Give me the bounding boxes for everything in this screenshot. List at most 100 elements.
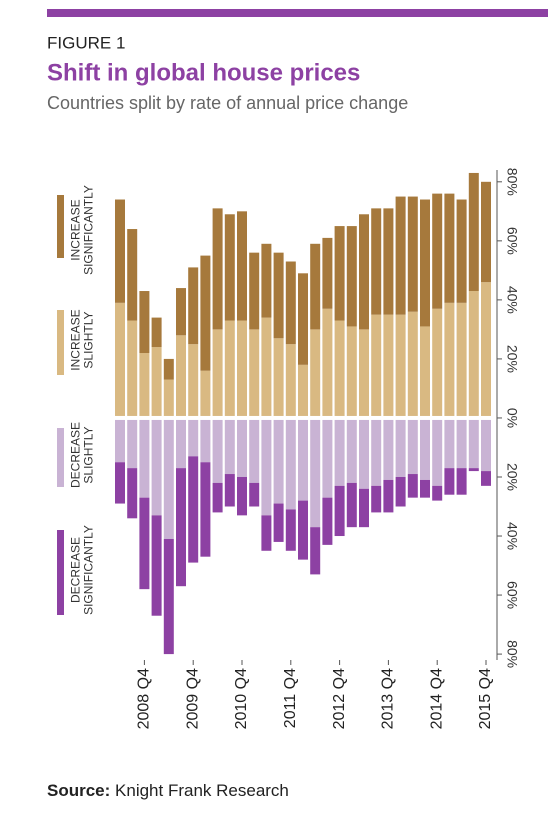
y-tick-label: 0% [504, 408, 520, 428]
bar-segment [139, 497, 150, 590]
bar-segment [395, 419, 406, 477]
bar-segment [200, 419, 211, 463]
bar-segment [481, 419, 491, 472]
bar-segment [115, 419, 125, 463]
bar-segment [261, 515, 272, 551]
bar-segment [273, 503, 284, 542]
bar-segment [383, 314, 394, 416]
bar-segment [456, 419, 467, 469]
y-tick-label: 40% [504, 286, 520, 314]
bar-segment [359, 488, 369, 528]
bar-segment [432, 193, 443, 309]
x-tick-label: 2013 Q4 [380, 668, 397, 729]
bar-segment [407, 311, 418, 416]
bar-segment [249, 252, 260, 330]
bar-segment [212, 419, 223, 483]
bar-segment [151, 347, 162, 416]
source: Source: Knight Frank Research [47, 781, 289, 800]
bar-segment [371, 485, 382, 513]
bar-segment [176, 335, 186, 416]
bar-segment [310, 243, 321, 330]
bar-segment [224, 320, 235, 416]
bar-segment [359, 419, 369, 489]
bar-segment [249, 419, 260, 483]
bar-segment [407, 419, 418, 475]
bar-segment [359, 329, 369, 416]
source-label: Source: [47, 781, 110, 800]
x-tick-label: 2010 Q4 [233, 668, 250, 729]
bar-segment [237, 476, 247, 516]
bar-segment [237, 320, 247, 416]
y-tick-label: 80% [504, 168, 520, 196]
chart-subtitle: Countries split by rate of annual price … [47, 93, 408, 113]
x-tick-label: 2009 Q4 [184, 668, 201, 729]
bar-segment [151, 515, 162, 616]
bar-segment [273, 252, 284, 339]
y-tick-label: 20% [504, 345, 520, 373]
bar-segment [224, 419, 235, 475]
bar-segment [115, 462, 125, 504]
bar-segment [334, 320, 345, 416]
bar-segment [285, 344, 296, 416]
bar-segment [261, 243, 272, 318]
legend-label: INCREASE SIGNIFICANTLY [68, 185, 95, 275]
bar-segment [359, 214, 369, 330]
bar-segment [481, 471, 491, 486]
y-tick-label: 80% [504, 640, 520, 668]
bar-segment [237, 419, 247, 477]
bar-segment [298, 419, 308, 501]
legend-swatch [57, 195, 64, 258]
bar-segment [298, 273, 308, 365]
bar-segment [322, 497, 333, 545]
chart-title: Shift in global house prices [47, 59, 360, 86]
bar-segment [322, 237, 333, 309]
bar-segment [224, 214, 235, 321]
bar-segment [273, 419, 284, 504]
bar-segment [298, 500, 308, 560]
bar-segment [407, 474, 418, 498]
legend-label: INCREASE SLIGHTLY [68, 309, 95, 371]
bar-segment [346, 419, 357, 483]
bar-segment [163, 358, 174, 380]
bar-segment [444, 419, 455, 469]
bar-segment [346, 226, 357, 327]
bar-segment [395, 196, 406, 315]
bar-segment [298, 364, 308, 416]
bar-segment [188, 419, 199, 457]
bar-segment [481, 181, 491, 283]
legend-swatch [57, 310, 64, 375]
bar-segment [371, 208, 382, 315]
bar-segment [420, 199, 430, 327]
bar-segment [151, 317, 162, 348]
bar-segment [310, 527, 321, 575]
bar-segment [188, 456, 199, 563]
bar-segment [407, 196, 418, 312]
bar-segment [468, 291, 479, 416]
legend-swatch [57, 530, 64, 615]
x-tick-label: 2015 Q4 [477, 668, 494, 729]
bar-segment [334, 419, 345, 486]
bar-segment [115, 199, 125, 303]
bar-segment [261, 419, 272, 516]
bar-segment [383, 419, 394, 480]
bar-segment [444, 468, 455, 495]
bar-segment [432, 485, 443, 501]
figure-label: FIGURE 1 [47, 33, 125, 52]
bar-segment [371, 314, 382, 416]
bar-segment [310, 419, 321, 528]
y-tick-label: 60% [504, 227, 520, 255]
bar-segment [212, 329, 223, 416]
bar-segment [176, 419, 186, 469]
bar-segment [273, 338, 284, 416]
bar-segment [456, 199, 467, 303]
legend-label: DECREASE SIGNIFICANTLY [68, 525, 95, 615]
bar-segment [420, 326, 430, 416]
bar-segment [188, 344, 199, 416]
bar-segment [334, 226, 345, 321]
legend-swatch [57, 428, 64, 487]
bar-segment [163, 379, 174, 416]
bar-segment [310, 329, 321, 416]
bar-segment [261, 317, 272, 416]
